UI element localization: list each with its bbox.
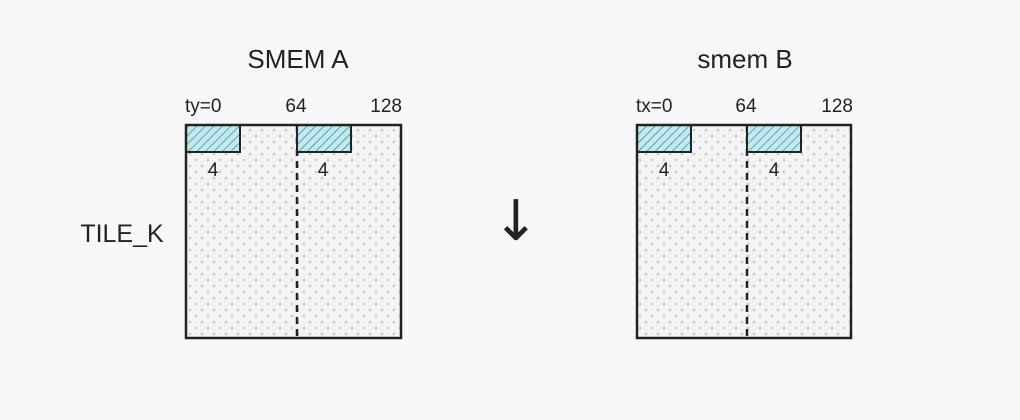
panel-b-block-2-width: 4 (769, 160, 780, 181)
panel-b-block-2 (746, 124, 802, 153)
panel-b-block-1-width: 4 (659, 160, 670, 181)
panel-b-tick-end: 128 (821, 96, 853, 117)
panel-a-block-2-width: 4 (318, 160, 329, 181)
panel-b-block-1 (636, 124, 692, 153)
panel-a-matrix (186, 125, 401, 338)
panel-a-title: SMEM A (247, 44, 349, 74)
panel-a-tick-start: ty=0 (185, 96, 221, 117)
panel-a-block-1-width: 4 (208, 160, 219, 181)
panel-a: SMEM A ty=0 64 128 4 4 TILE_K (80, 44, 403, 340)
panel-a-tick-mid: 64 (285, 96, 307, 117)
panel-a-block-1 (185, 124, 241, 153)
panel-b-tick-mid: 64 (735, 96, 757, 117)
panel-b-border (635, 123, 853, 340)
panel-a-block-2 (296, 124, 352, 153)
panel-a-border (184, 123, 403, 340)
panel-b: smem B tx=0 64 128 4 4 (635, 44, 853, 340)
panel-b-matrix (637, 125, 851, 338)
panel-a-tick-end: 128 (370, 96, 402, 117)
panel-b-title: smem B (697, 44, 792, 74)
tile-k-label: TILE_K (80, 220, 164, 248)
panel-b-tick-start: tx=0 (636, 96, 672, 117)
arrow-down-icon: ↓ (493, 189, 540, 254)
